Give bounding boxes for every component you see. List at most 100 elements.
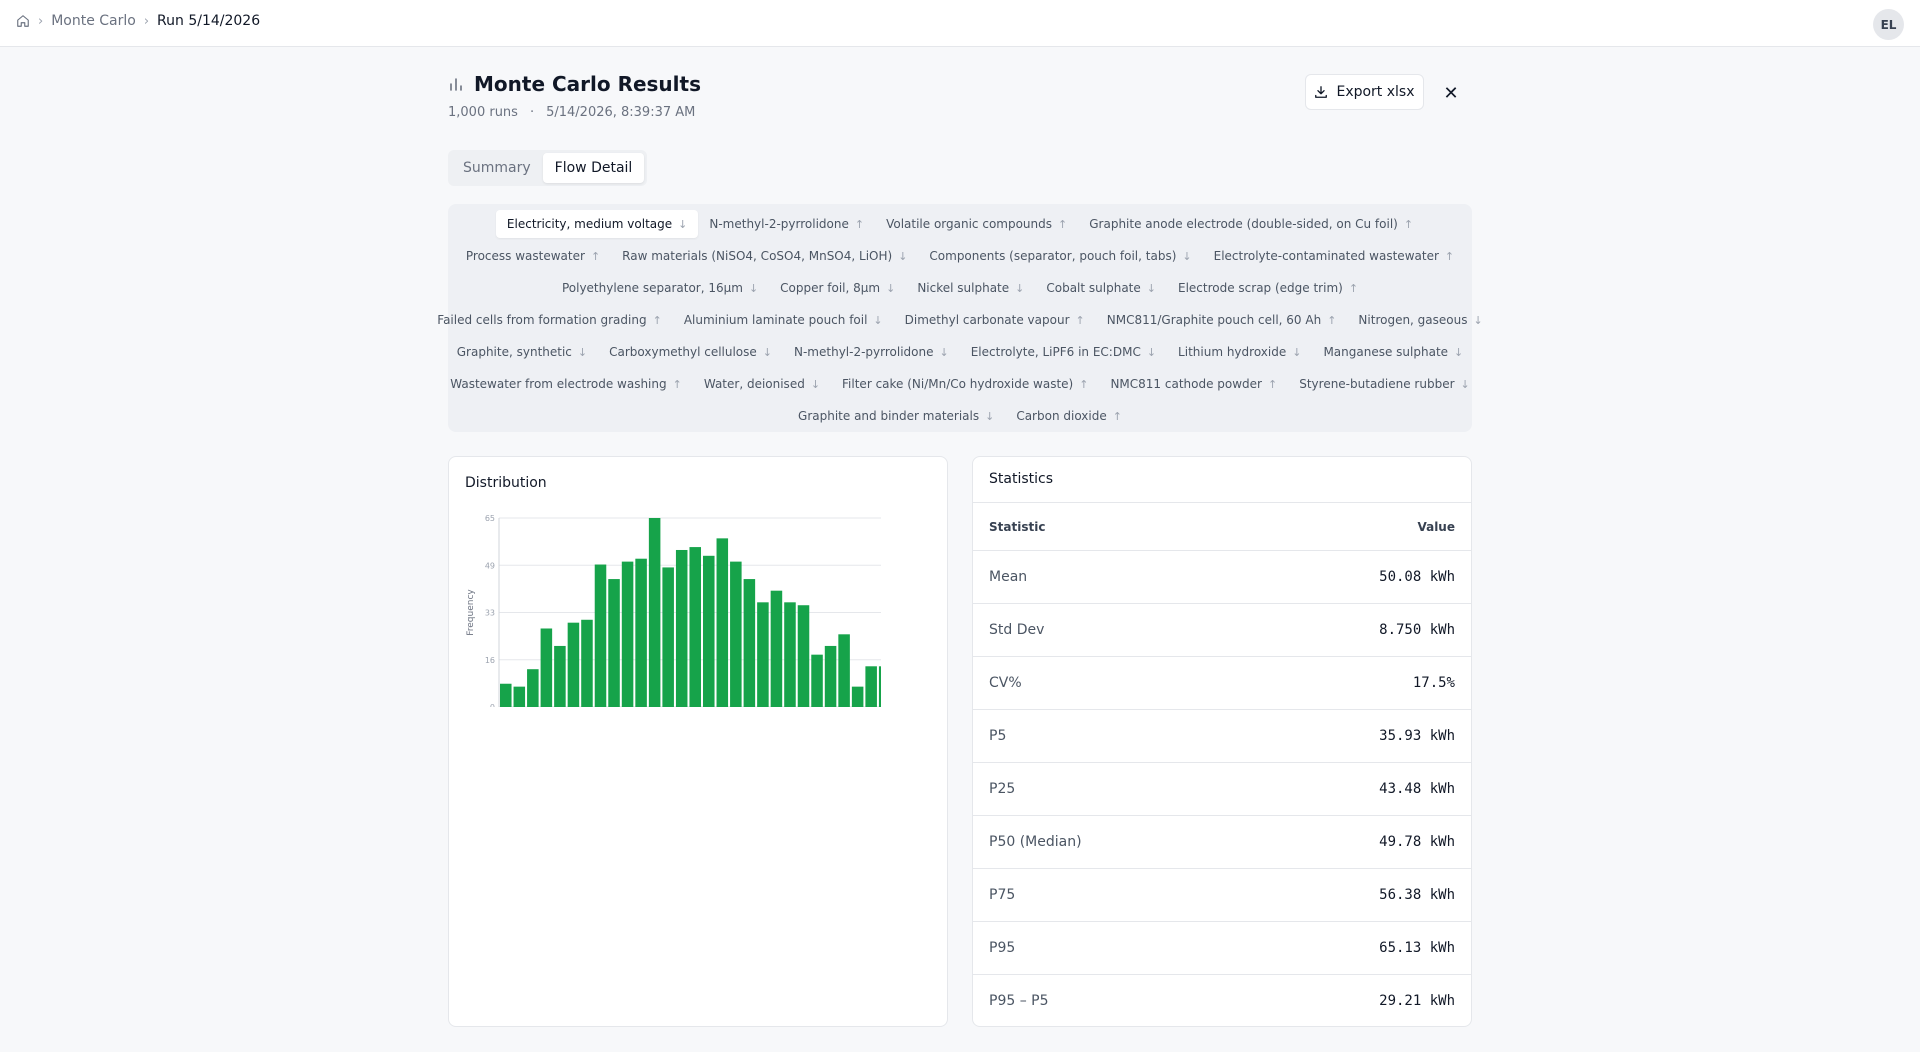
- flow-chip-label: Cobalt sulphate: [1046, 281, 1141, 295]
- flow-chip[interactable]: N-methyl-2-pyrrolidone ↑: [698, 210, 875, 238]
- flow-chip[interactable]: Graphite, synthetic ↓: [446, 338, 598, 366]
- page-title: Monte Carlo Results: [474, 72, 701, 96]
- arrow-down-icon: ↓: [985, 409, 995, 423]
- flow-chip[interactable]: Carbon dioxide ↑: [1005, 402, 1133, 430]
- flow-chip[interactable]: Graphite anode electrode (double-sided, …: [1078, 210, 1424, 238]
- flow-row: Process wastewater ↑ Raw materials (NiSO4,…: [456, 240, 1464, 272]
- flow-chip[interactable]: Nickel sulphate ↓: [906, 274, 1035, 302]
- arrow-up-icon: ↑: [1444, 249, 1455, 263]
- flow-chip[interactable]: Electrolyte, LiPF6 in EC:DMC ↓: [960, 338, 1167, 366]
- stat-row: P25 43.48 kWh: [973, 763, 1471, 816]
- user-avatar[interactable]: EL: [1873, 9, 1904, 40]
- flow-chip[interactable]: Cobalt sulphate ↓: [1035, 274, 1167, 302]
- flow-chip[interactable]: Failed cells from formation grading ↑: [426, 306, 673, 334]
- flow-chip-label: Process wastewater: [465, 249, 585, 263]
- breadcrumb-current: Run 5/14/2026: [157, 13, 261, 29]
- histogram-bar: [851, 686, 864, 707]
- flow-chip[interactable]: Graphite and binder materials ↓: [787, 402, 1005, 430]
- stat-value: 65.13 kWh: [1379, 940, 1455, 956]
- statistics-card: Statistics Statistic Value Mean 50.08 kWh…: [972, 456, 1472, 1027]
- stat-row: P95 – P5 29.21 kWh: [973, 975, 1471, 1026]
- run-meta: 1,000 runs · 5/14/2026, 8:39:37 AM: [448, 105, 695, 120]
- histogram-chart: 01633496531.4738.2144.9551.6958.4365.17k…: [466, 514, 881, 707]
- flow-chip[interactable]: Electricity, medium voltage ↓: [495, 210, 699, 238]
- arrow-down-icon: ↓: [1292, 345, 1302, 359]
- arrow-down-icon: ↓: [678, 217, 688, 231]
- flow-chip-label: Electricity, medium voltage: [506, 217, 673, 231]
- y-tick-label: 16: [485, 656, 495, 665]
- flow-chip[interactable]: Styrene-butadiene rubber ↓: [1288, 370, 1481, 398]
- stat-name: P25: [989, 781, 1016, 797]
- stat-name: P50 (Median): [989, 834, 1082, 850]
- breadcrumb: › Monte Carlo › Run 5/14/2026: [16, 13, 260, 29]
- tab-flow-detail[interactable]: Flow Detail: [542, 153, 645, 183]
- flow-chip[interactable]: Wastewater from electrode washing ↑: [439, 370, 693, 398]
- flow-row: Electricity, medium voltage ↓ N-methyl-2-p…: [456, 208, 1464, 240]
- arrow-up-icon: ↑: [1348, 281, 1359, 295]
- flow-chip[interactable]: Water, deionised ↓: [693, 370, 831, 398]
- histogram-bar: [513, 686, 526, 707]
- flow-chip[interactable]: Electrode scrap (edge trim) ↑: [1167, 274, 1369, 302]
- flow-row: Wastewater from electrode washing ↑ Water,…: [450, 368, 1469, 400]
- flow-chip-label: Electrolyte-contaminated wastewater: [1213, 249, 1439, 263]
- flow-chip[interactable]: Dimethyl carbonate vapour ↑: [894, 306, 1096, 334]
- arrow-down-icon: ↓: [1146, 281, 1156, 295]
- stat-row: Std Dev 8.750 kWh: [973, 604, 1471, 657]
- tab-summary[interactable]: Summary: [463, 160, 531, 176]
- flow-chip[interactable]: Electrolyte-contaminated wastewater ↑: [1203, 242, 1466, 270]
- flow-chip[interactable]: Polyethylene separator, 16µm ↓: [551, 274, 769, 302]
- flow-chip[interactable]: Carboxymethyl cellulose ↓: [598, 338, 783, 366]
- breadcrumb-monte-carlo[interactable]: Monte Carlo: [51, 13, 136, 29]
- flow-chip[interactable]: Manganese sulphate ↓: [1312, 338, 1474, 366]
- flow-chip[interactable]: Filter cake (Ni/Mn/Co hydroxide waste) ↑: [831, 370, 1099, 398]
- flow-chip-label: Polyethylene separator, 16µm: [561, 281, 743, 295]
- flow-chip-label: Carbon dioxide: [1016, 409, 1107, 423]
- export-xlsx-button[interactable]: Export xlsx: [1305, 74, 1424, 110]
- histogram-bar: [581, 619, 593, 707]
- histogram-bar: [811, 654, 823, 707]
- flow-chip[interactable]: Process wastewater ↑: [455, 242, 611, 270]
- statistics-body: Mean 50.08 kWh Std Dev 8.750 kWh CV% 17.5% P5 3…: [973, 551, 1471, 1026]
- stat-name: P75: [989, 887, 1016, 903]
- flow-chip[interactable]: Nitrogen, gaseous ↓: [1347, 306, 1493, 334]
- flow-chip[interactable]: Raw materials (NiSO4, CoSO4, MnSO4, LiOH…: [611, 242, 918, 270]
- flow-chip[interactable]: Aluminium laminate pouch foil ↓: [673, 306, 894, 334]
- arrow-up-icon: ↑: [1327, 313, 1337, 327]
- arrow-up-icon: ↑: [672, 377, 682, 391]
- stat-value: 50.08 kWh: [1379, 569, 1455, 585]
- flow-chip[interactable]: NMC811/Graphite pouch cell, 60 Ah ↑: [1096, 306, 1348, 334]
- flow-chip[interactable]: Components (separator, pouch foil, tabs)…: [918, 242, 1202, 270]
- stat-name: CV%: [989, 675, 1022, 691]
- flow-chip-label: Lithium hydroxide: [1178, 345, 1287, 359]
- flow-chip-label: N-methyl-2-pyrrolidone: [709, 217, 849, 231]
- view-tabs: Summary Flow Detail: [448, 150, 648, 186]
- flow-chip[interactable]: N-methyl-2-pyrrolidone ↓: [783, 338, 960, 366]
- histogram-bar: [608, 579, 620, 707]
- histogram-bar: [635, 558, 647, 707]
- histogram-bar: [621, 561, 634, 707]
- y-axis-label: Frequency: [466, 589, 476, 636]
- flow-chip[interactable]: Volatile organic compounds ↑: [875, 210, 1078, 238]
- chevron-right-icon: ›: [38, 13, 44, 29]
- histogram-bar: [675, 549, 688, 707]
- arrow-up-icon: ↑: [854, 217, 865, 231]
- histogram-bar: [797, 605, 810, 707]
- close-button[interactable]: ✕: [1440, 82, 1462, 104]
- home-icon[interactable]: [16, 14, 30, 28]
- arrow-up-icon: ↑: [590, 249, 601, 263]
- run-timestamp: 5/14/2026, 8:39:37 AM: [546, 105, 696, 120]
- stat-value: 17.5%: [1412, 675, 1455, 691]
- arrow-down-icon: ↓: [762, 345, 772, 359]
- flow-chip[interactable]: Lithium hydroxide ↓: [1167, 338, 1312, 366]
- histogram-bar: [527, 669, 539, 707]
- flow-chip-label: Dimethyl carbonate vapour: [904, 313, 1070, 327]
- flow-selector: Electricity, medium voltage ↓ N-methyl-2-p…: [437, 204, 1483, 432]
- flow-chip[interactable]: Copper foil, 8µm ↓: [769, 274, 906, 302]
- arrow-up-icon: ↑: [1112, 409, 1122, 423]
- flow-chip[interactable]: NMC811 cathode powder ↑: [1099, 370, 1288, 398]
- stat-value: 35.93 kWh: [1379, 728, 1455, 744]
- bar-chart-icon: [450, 78, 462, 91]
- stat-name: P95: [989, 940, 1016, 956]
- arrow-down-icon: ↓: [1454, 345, 1464, 359]
- chevron-right-icon: ›: [143, 13, 150, 29]
